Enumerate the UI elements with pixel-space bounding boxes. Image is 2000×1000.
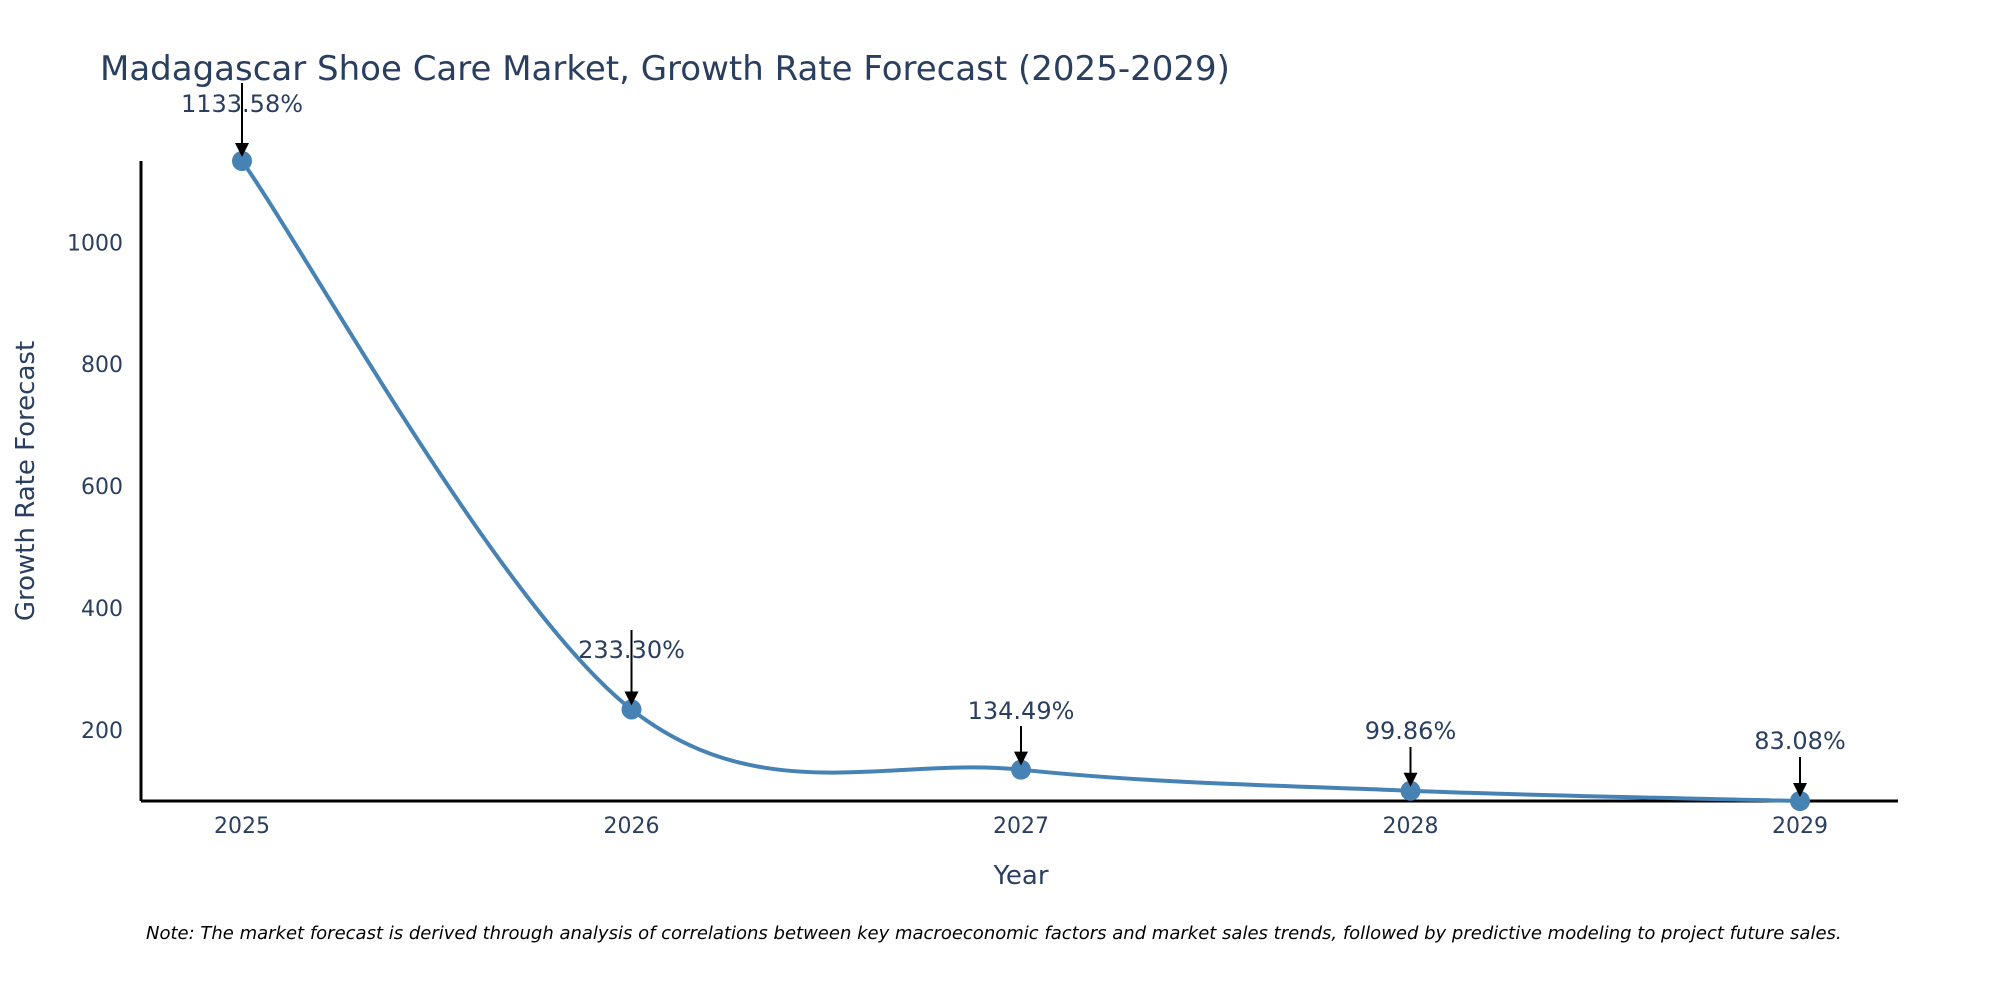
x-tick-label: 2025 bbox=[214, 814, 270, 839]
x-tick-label: 2027 bbox=[993, 814, 1049, 839]
data-point bbox=[232, 151, 252, 171]
y-tick-label: 1000 bbox=[67, 231, 123, 256]
data-point bbox=[1011, 759, 1031, 780]
x-tick-label: 2028 bbox=[1383, 814, 1439, 839]
y-axis-ticks: 200 400 600 800 1000 bbox=[67, 231, 123, 743]
x-axis-title: Year bbox=[992, 861, 1048, 891]
data-annotations: 1133.58% 233.30% 134.49% 99.86% 83.08% bbox=[181, 83, 1846, 797]
chart-note: Note: The market forecast is derived thr… bbox=[146, 923, 1842, 944]
y-tick-label: 600 bbox=[81, 475, 123, 500]
plot-area: 200 400 600 800 1000 2025 2026 2027 2028 2029 11… bbox=[67, 83, 1898, 839]
annotation-arrow-head bbox=[235, 143, 249, 157]
chart-title: Madagascar Shoe Care Market, Growth Rate… bbox=[100, 49, 1230, 89]
series-line bbox=[240, 159, 1802, 803]
y-tick-label: 800 bbox=[81, 353, 123, 378]
annotation-arrow-head bbox=[624, 691, 639, 706]
y-tick-label: 400 bbox=[81, 597, 123, 622]
data-label: 233.30% bbox=[578, 636, 685, 664]
y-tick-label: 200 bbox=[81, 719, 123, 744]
data-point bbox=[1790, 791, 1810, 811]
data-label: 99.86% bbox=[1365, 717, 1457, 745]
x-tick-label: 2026 bbox=[604, 814, 660, 839]
annotation-arrow-head bbox=[1014, 751, 1028, 766]
annotation-arrow-head bbox=[1403, 772, 1418, 787]
x-axis-ticks: 2025 2026 2027 2028 2029 bbox=[214, 814, 1828, 839]
data-label: 83.08% bbox=[1754, 727, 1846, 755]
data-point bbox=[621, 699, 642, 720]
data-label: 1133.58% bbox=[181, 90, 303, 118]
annotation-arrow-head bbox=[1793, 783, 1807, 797]
y-axis-title: Growth Rate Forecast bbox=[11, 341, 41, 621]
data-markers bbox=[232, 151, 1810, 811]
data-point bbox=[1400, 780, 1421, 801]
data-label: 134.49% bbox=[968, 697, 1075, 725]
x-tick-label: 2029 bbox=[1772, 814, 1828, 839]
